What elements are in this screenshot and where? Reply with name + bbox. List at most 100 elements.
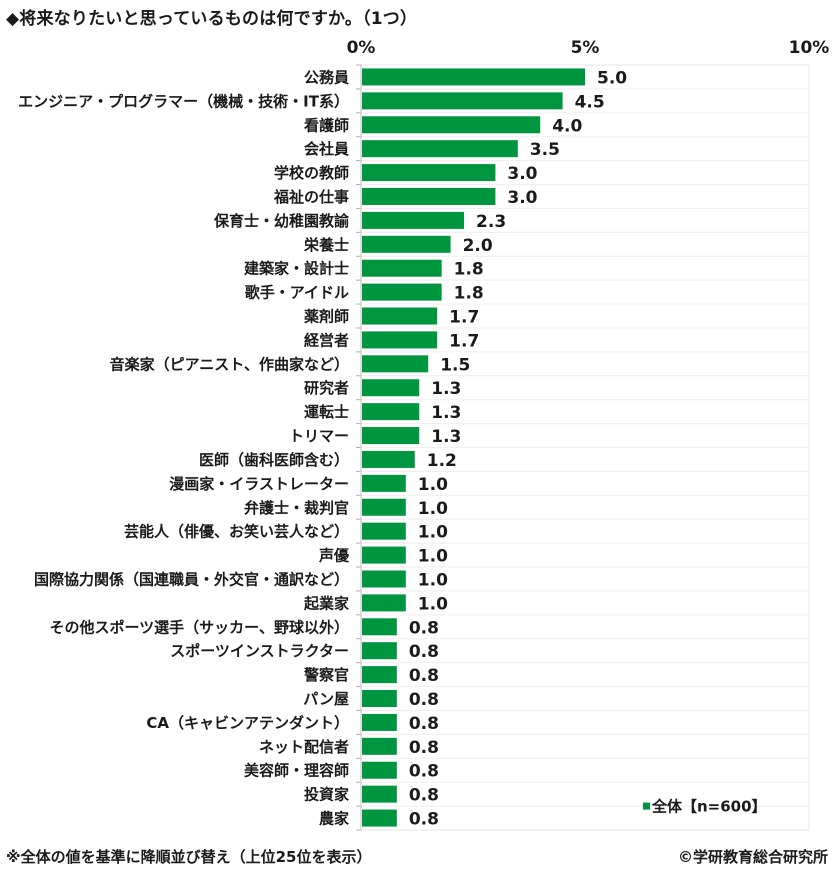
footnote: ※全体の値を基準に降順並び替え（上位25位を表示）: [6, 848, 372, 866]
category-label: 会社員: [304, 140, 349, 158]
bar: [362, 690, 397, 708]
bar: [362, 283, 442, 301]
bar: [362, 379, 420, 397]
value-label: 1.3: [431, 427, 461, 447]
value-label: 0.8: [409, 738, 439, 758]
category-label: 農家: [319, 810, 349, 828]
x-tick-label: 5%: [571, 38, 600, 58]
bar: [362, 259, 442, 277]
copyright: ©学研教育総合研究所: [677, 848, 828, 866]
value-label: 0.8: [409, 642, 439, 662]
value-label: 5.0: [597, 68, 627, 88]
category-label: 運転士: [304, 403, 349, 421]
value-label: 1.0: [418, 594, 448, 614]
category-label: 公務員: [304, 68, 349, 86]
value-label: 4.5: [575, 92, 605, 112]
bar: [362, 235, 451, 253]
category-label: 警察官: [303, 666, 349, 684]
value-label: 1.5: [440, 355, 470, 375]
category-label: 研究者: [304, 379, 349, 397]
bar: [362, 618, 397, 636]
value-label: 2.3: [476, 212, 506, 232]
value-label: 4.0: [552, 116, 582, 136]
value-label: 1.0: [418, 570, 448, 590]
value-label: 1.0: [418, 523, 448, 543]
bar: [362, 546, 406, 564]
category-label: CA（キャビンアテンダント）: [146, 714, 349, 732]
x-tick-label: 10%: [789, 38, 830, 58]
value-label: 0.8: [409, 666, 439, 686]
bar: [362, 642, 397, 660]
bar: [362, 331, 438, 349]
category-label: 看護師: [304, 116, 349, 134]
x-tick-label: 0%: [347, 38, 376, 58]
category-label: 福祉の仕事: [273, 188, 349, 206]
category-label: 投資家: [304, 786, 349, 804]
value-label: 3.0: [507, 164, 537, 184]
value-label: 1.7: [449, 308, 479, 328]
bar: [362, 522, 406, 540]
bar: [362, 116, 541, 134]
category-label: 芸能人（俳優、お笑い芸人など）: [124, 523, 349, 541]
category-label: 美容師・理容師: [244, 762, 349, 780]
value-label: 3.5: [530, 140, 560, 160]
bar: [362, 307, 438, 325]
category-label: 保育士・幼稚園教諭: [213, 212, 350, 230]
value-label: 0.8: [409, 762, 439, 782]
category-label: 弁護士・裁判官: [244, 499, 349, 517]
bar: [362, 498, 406, 516]
value-label: 2.0: [463, 236, 493, 256]
bar: [362, 761, 397, 779]
category-label: 音楽家（ピアニスト、作曲家など）: [110, 355, 349, 373]
category-label: ネット配信者: [259, 738, 349, 756]
bar: [362, 785, 397, 803]
value-label: 1.2: [427, 451, 457, 471]
category-label: その他スポーツ選手（サッカー、野球以外）: [49, 618, 349, 636]
bar: [362, 92, 563, 110]
bar: [362, 570, 406, 588]
category-label: 経営者: [304, 331, 349, 349]
value-label: 0.8: [409, 786, 439, 806]
chart-title: ◆将来なりたいと思っているものは何ですか。（1つ）: [6, 9, 418, 29]
category-label: 歌手・アイドル: [245, 284, 349, 302]
category-label: トリマー: [289, 427, 349, 445]
value-label: 0.8: [409, 618, 439, 638]
bar: [362, 164, 496, 182]
value-label: 1.0: [418, 499, 448, 519]
value-label: 0.8: [409, 810, 439, 830]
legend-label: 全体【n=600】: [651, 798, 767, 816]
category-label: 建築家・設計士: [244, 260, 349, 278]
category-label: スポーツインストラクター: [170, 642, 349, 660]
bar: [362, 594, 406, 612]
value-label: 0.8: [409, 690, 439, 710]
category-label: 声優: [318, 547, 350, 565]
value-label: 1.7: [449, 331, 479, 351]
bar: [362, 355, 429, 373]
category-label: 薬剤師: [303, 308, 349, 326]
legend-swatch: [643, 802, 650, 810]
value-label: 1.0: [418, 475, 448, 495]
bar: [362, 140, 518, 158]
bar: [362, 474, 406, 492]
bar: [362, 666, 397, 684]
bar: [362, 187, 496, 205]
category-label: エンジニア・プログラマー（機械・技術・IT系）: [18, 92, 349, 110]
bar: [362, 809, 397, 827]
value-label: 0.8: [409, 714, 439, 734]
bar: [362, 737, 397, 755]
value-label: 1.3: [431, 379, 461, 399]
value-label: 1.3: [431, 403, 461, 423]
value-label: 1.8: [454, 284, 484, 304]
bar: [362, 211, 465, 229]
category-label: 国際協力関係（国連職員・外交官・通訳など）: [34, 570, 349, 588]
category-label: 起業家: [303, 594, 349, 612]
category-label: パン屋: [303, 690, 349, 708]
bar: [362, 403, 420, 421]
bar: [362, 450, 415, 468]
bar: [362, 713, 397, 731]
category-label: 医師（歯科医師含む）: [199, 451, 349, 469]
category-label: 学校の教師: [274, 164, 349, 182]
category-label: 漫画家・イラストレーター: [169, 475, 349, 493]
bar: [362, 68, 585, 86]
